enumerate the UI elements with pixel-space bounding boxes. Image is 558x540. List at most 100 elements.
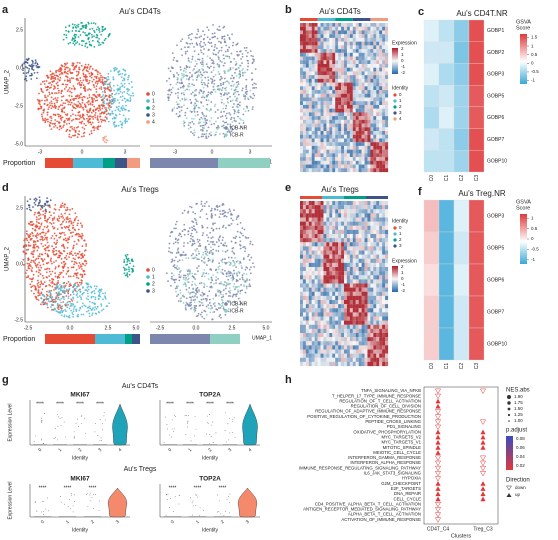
heatmap-texture (346, 123, 350, 128)
heatmap-texture (376, 160, 380, 165)
umap-point (210, 59, 213, 61)
umap-point (168, 96, 170, 99)
umap-point (79, 263, 82, 266)
umap-point (220, 49, 223, 52)
umap-point (237, 73, 240, 75)
heatmap-texture (308, 127, 312, 132)
heatmap-texture (344, 71, 348, 76)
umap-point (40, 88, 43, 91)
heatmap-texture (352, 164, 356, 169)
umap-point (28, 208, 31, 211)
heatmap-texture (355, 82, 359, 87)
umap-point (72, 106, 75, 109)
heatmap-texture (302, 149, 306, 154)
heatmap-texture (376, 149, 380, 154)
heatmap-texture (355, 60, 359, 65)
umap-point (90, 76, 93, 79)
umap-point (241, 274, 244, 277)
umap-point (68, 78, 71, 80)
umap-point (125, 257, 128, 260)
umap-point (206, 36, 209, 39)
umap-point (85, 109, 88, 112)
umap-point (205, 132, 208, 135)
umap-point (242, 113, 245, 116)
umap-point (74, 114, 77, 117)
heatmap-texture (382, 157, 386, 161)
umap-point (250, 96, 252, 99)
umap-point (188, 122, 190, 124)
heatmap-texture (376, 131, 380, 135)
umap-point (235, 75, 238, 77)
umap-point (59, 289, 62, 292)
heatmap-texture (302, 101, 306, 106)
umap-point (219, 41, 222, 44)
umap-point (38, 92, 40, 95)
umap-point (184, 274, 187, 277)
umap-point (106, 87, 109, 90)
umap-point (177, 241, 179, 244)
umap-point (236, 97, 239, 100)
umap-point (37, 108, 40, 111)
heatmap-texture (352, 45, 356, 50)
umap-point (45, 271, 48, 274)
heatmap-texture (349, 93, 353, 98)
umap-point (56, 292, 58, 295)
heatmap-texture (349, 52, 353, 57)
umap-point (243, 257, 245, 260)
umap-point (204, 246, 207, 248)
umap-point (204, 83, 206, 86)
heatmap-texture (376, 168, 380, 173)
heatmap-texture (379, 205, 383, 210)
umap-point (87, 63, 90, 66)
heatmap-texture (355, 93, 359, 98)
umap-point (180, 77, 183, 80)
heatmap-texture (344, 149, 348, 154)
umap-point (201, 117, 204, 120)
umap-point (237, 215, 240, 218)
heatmap-texture (311, 71, 315, 76)
umap-point (25, 244, 28, 247)
umap-point (113, 125, 116, 128)
umap-point (43, 205, 46, 208)
heatmap-texture (300, 56, 304, 61)
umap-point (195, 221, 198, 224)
umap-point (48, 87, 51, 89)
umap-point (183, 209, 186, 212)
heatmap-texture (308, 78, 312, 83)
umap-point (190, 296, 192, 299)
umap-point (73, 219, 76, 222)
heatmap-texture (300, 75, 304, 79)
heatmap-texture (358, 138, 362, 143)
umap-point (128, 260, 130, 262)
umap-point (216, 28, 219, 31)
heatmap-texture (335, 52, 339, 57)
heatmap-texture (302, 97, 306, 102)
umap-point (131, 268, 134, 271)
umap-point (54, 114, 57, 117)
umap-point (65, 272, 68, 275)
umap-point (235, 295, 238, 297)
heatmap-texture (352, 213, 356, 218)
heatmap-texture (311, 93, 315, 98)
umap-point (71, 235, 74, 238)
heatmap-texture (323, 201, 327, 206)
umap-point (182, 251, 185, 254)
heatmap-texture (379, 75, 383, 79)
umap-point (68, 87, 71, 89)
umap-point (86, 80, 89, 82)
umap-point (210, 134, 212, 137)
umap-point (239, 73, 242, 76)
heatmap-texture (329, 56, 333, 61)
umap-point (74, 212, 77, 215)
umap-point (206, 65, 209, 68)
umap-point (34, 240, 37, 243)
umap-point (40, 205, 43, 208)
umap-point (197, 240, 200, 243)
heatmap-texture (317, 67, 321, 72)
heatmap-texture (355, 75, 359, 79)
umap-point (197, 136, 200, 139)
umap-point (82, 108, 85, 111)
umap-point (51, 304, 53, 307)
umap-point (79, 115, 81, 118)
heatmap-texture (320, 97, 324, 102)
